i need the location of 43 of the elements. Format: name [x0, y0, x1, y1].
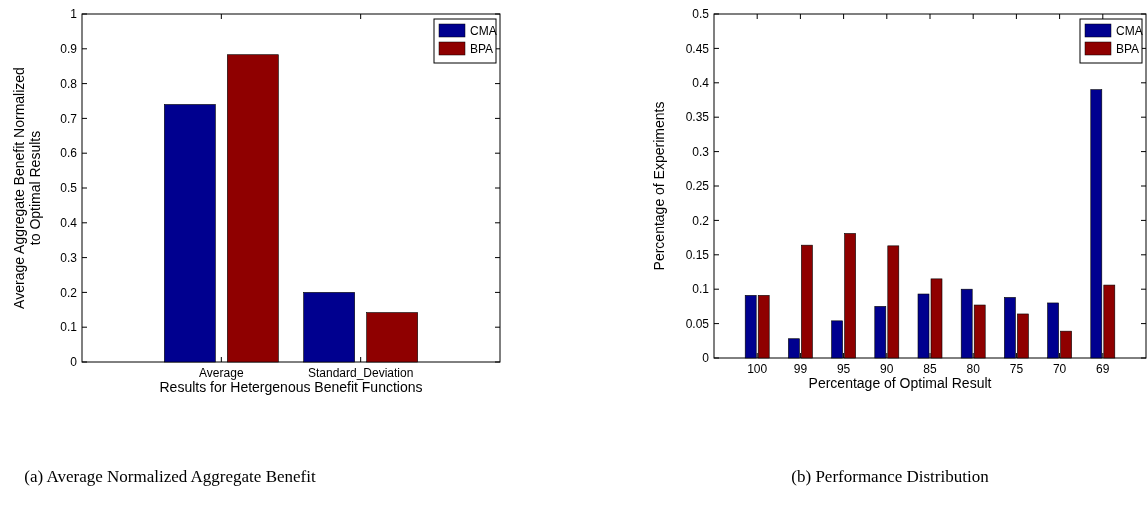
y-tick-label: 0.2: [60, 285, 78, 300]
x-tick-label: 90: [880, 362, 894, 376]
y-axis-title: Percentage of Experiments: [651, 101, 667, 271]
legend-label: CMA: [1116, 24, 1143, 39]
y-tick-label: 0.6: [60, 146, 78, 161]
legend-label: BPA: [1116, 42, 1140, 57]
y-tick-label: 0.05: [685, 316, 710, 331]
x-axis-title: Percentage of Optimal Result: [808, 375, 992, 391]
x-tick-label: 100: [747, 362, 768, 376]
y-tick-label: 0.15: [685, 248, 710, 262]
x-tick-label: 70: [1052, 362, 1067, 376]
x-tick-label: 85: [923, 362, 937, 376]
y-tick-label: 0.25: [685, 179, 710, 194]
y-tick-label: 0: [70, 355, 78, 370]
x-tick-label: 80: [966, 362, 981, 376]
y-axis-title: Average Aggregate Benefit Normalized to Optimal Results: [11, 67, 43, 309]
y-tick-label: 0.3: [692, 144, 710, 159]
y-tick-label: 0.45: [685, 41, 710, 56]
y-tick-label: 0.2: [692, 213, 710, 228]
text: (a) Average Normalized Aggregate Benefit: [24, 467, 316, 486]
y-tick-label: 0: [702, 351, 710, 366]
x-tick-label: Standard_Deviation: [307, 366, 414, 380]
y-tick-label: 0.4: [60, 216, 78, 230]
legend-label: CMA: [470, 24, 497, 39]
x-axis-title: Results for Hetergenous Benefit Functions: [159, 379, 423, 395]
y-tick-label: 0.3: [60, 250, 78, 265]
y-tick-label: 0.1: [60, 320, 78, 335]
legend-label: BPA: [470, 42, 494, 57]
text: (b) Performance Distribution: [791, 467, 990, 486]
y-tick-label: 0.4: [692, 76, 710, 90]
y-tick-label: 0.5: [60, 181, 78, 196]
x-tick-label: 69: [1096, 362, 1110, 376]
y-tick-label: 0.7: [60, 111, 78, 126]
x-tick-label: 95: [836, 362, 851, 376]
y-tick-label: 0.8: [60, 76, 78, 91]
y-tick-label: 0.5: [692, 7, 710, 22]
y-tick-label: 0.1: [692, 282, 710, 297]
x-tick-label: 99: [793, 362, 808, 376]
x-tick-label: Average: [199, 366, 244, 380]
y-tick-label: 0.35: [685, 110, 710, 125]
y-tick-label: 1: [70, 7, 78, 22]
y-tick-label: 0.9: [60, 42, 78, 56]
x-tick-label: 75: [1009, 362, 1024, 376]
